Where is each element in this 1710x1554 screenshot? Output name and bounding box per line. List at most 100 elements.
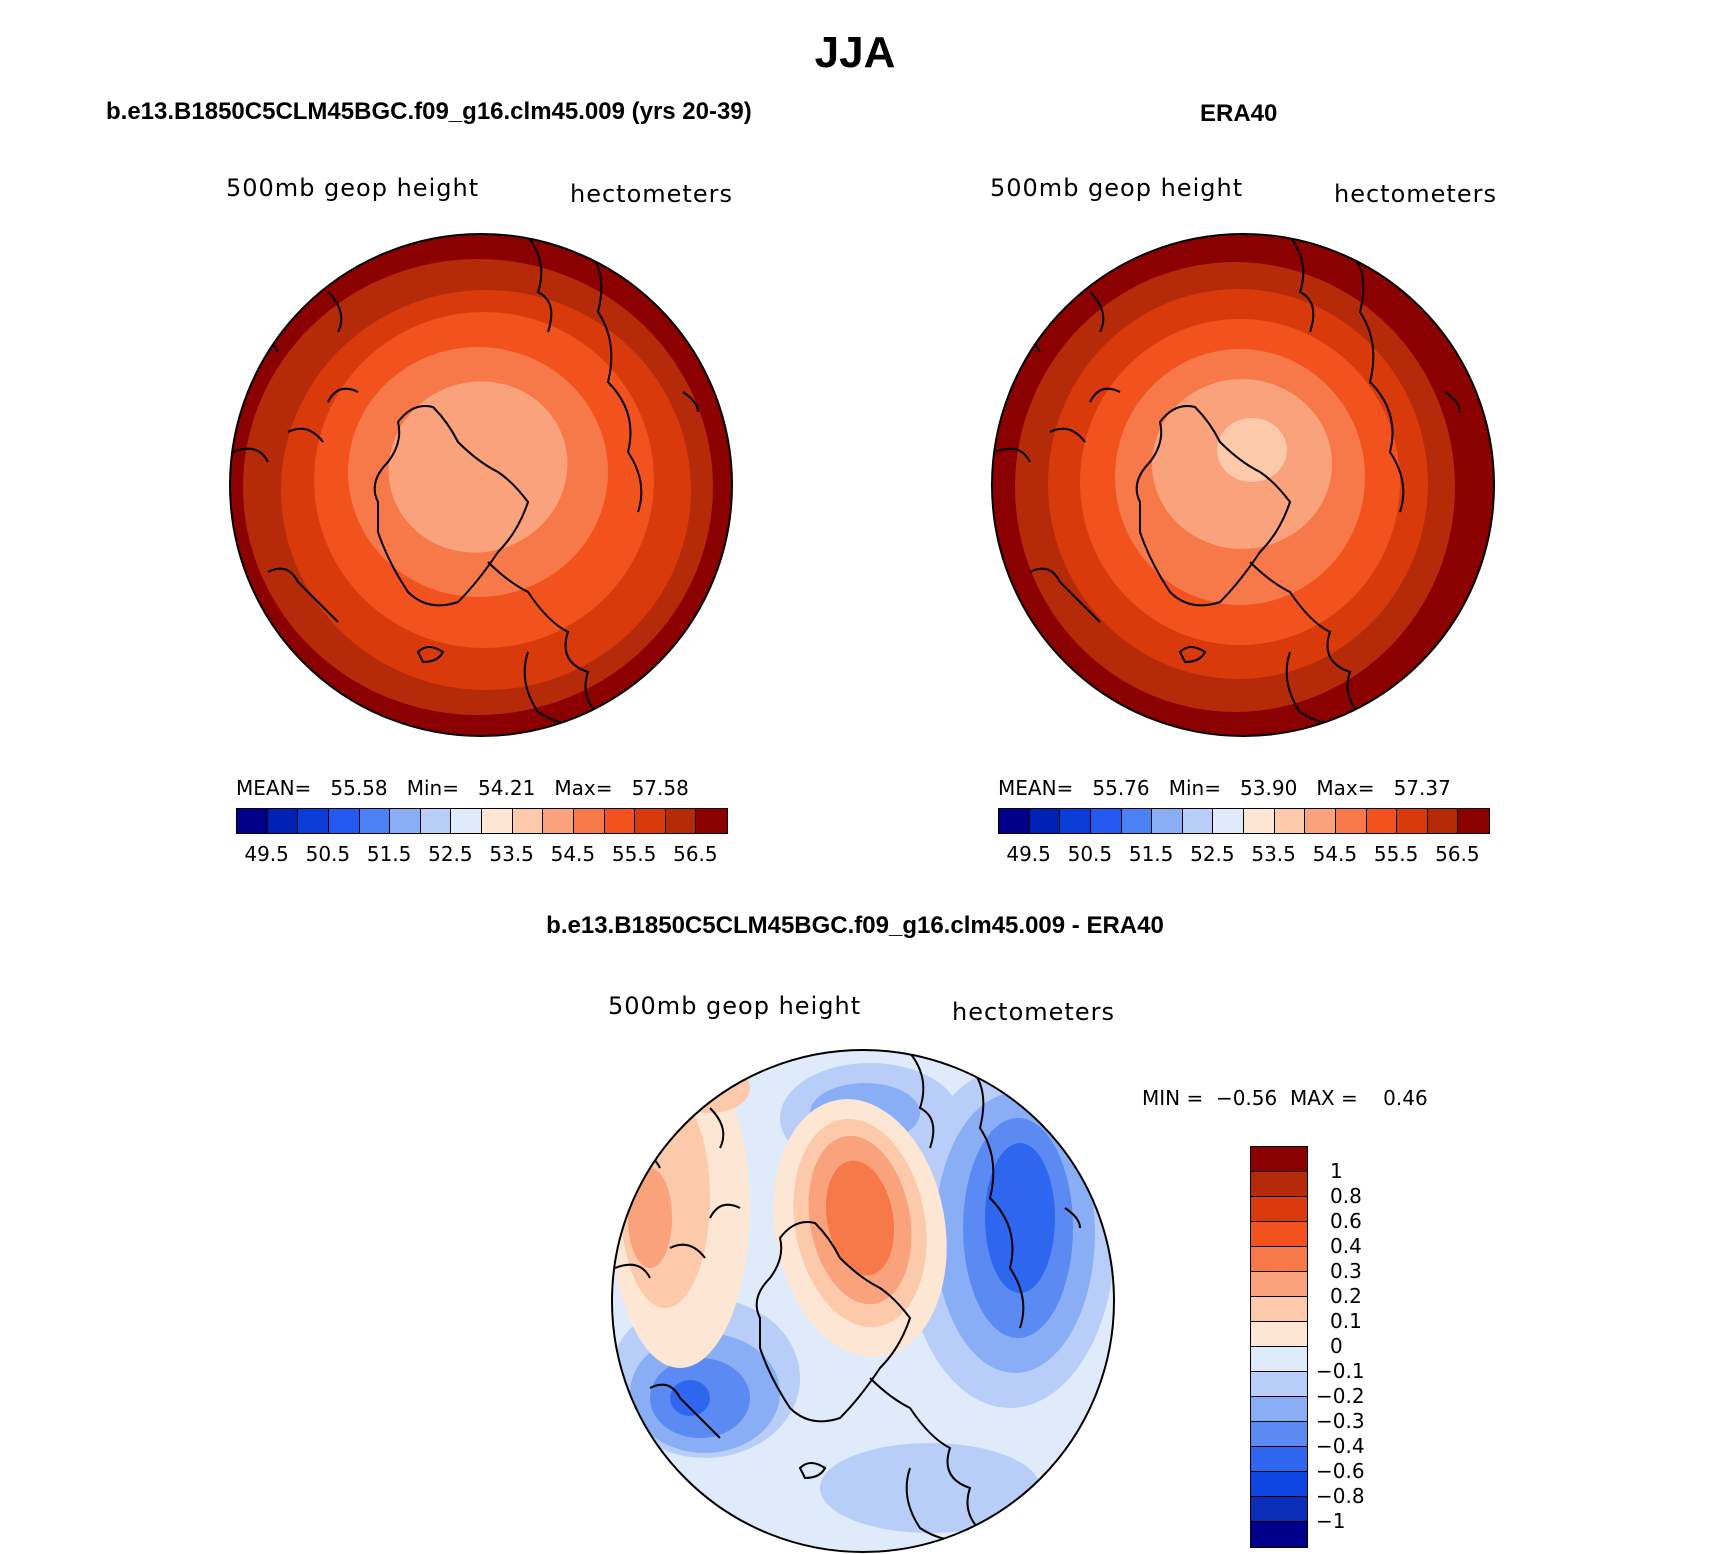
panel-model-units-label: hectometers	[570, 180, 733, 208]
coastlines	[614, 1052, 1081, 1543]
mean-label: MEAN=	[236, 776, 312, 800]
colorbar-box	[267, 809, 299, 833]
map-contour-fill	[388, 381, 568, 553]
panel-era-variable-label: 500mb geop height	[990, 174, 1244, 202]
colorbar-box	[1458, 809, 1489, 833]
max-label: Max=	[554, 776, 613, 800]
colorbar-box	[1152, 809, 1183, 833]
colorbar-box	[1251, 1297, 1307, 1322]
colorbar-box	[1305, 809, 1336, 833]
mean-value: 55.58	[330, 776, 388, 800]
model-colorbar-labels: 49.5 50.5 51.5 52.5 53.5 54.5 55.5 56.5	[236, 842, 726, 866]
colorbar-tick-label: 0.1	[1330, 1309, 1362, 1333]
panel-diff-stats: MIN = −0.56 MAX = 0.46	[1142, 1086, 1428, 1110]
max-value: 57.37	[1393, 776, 1451, 800]
map-contour-fill	[985, 1143, 1055, 1293]
mean-value: 55.76	[1092, 776, 1150, 800]
colorbar-tick-label: 56.5	[1435, 842, 1480, 866]
colorbar-box	[1251, 1447, 1307, 1472]
max-label: MAX =	[1289, 1086, 1358, 1110]
colorbar-box	[1251, 1397, 1307, 1422]
colorbar-box	[1366, 809, 1398, 833]
model-polar-map	[229, 233, 733, 737]
colorbar-box	[1060, 809, 1091, 833]
colorbar-box	[1251, 1372, 1307, 1397]
colorbar-box	[1251, 1347, 1307, 1372]
colorbar-tick-label: 53.5	[489, 842, 534, 866]
colorbar-tick-label: 0.4	[1330, 1234, 1362, 1258]
colorbar-tick-label: 56.5	[673, 842, 718, 866]
model-colorbar	[236, 808, 728, 834]
colorbar-box	[1182, 809, 1214, 833]
colorbar-box	[390, 809, 421, 833]
mean-label: MEAN=	[998, 776, 1074, 800]
colorbar-box	[1251, 1522, 1307, 1547]
panel-diff-variable-label: 500mb geop height	[608, 992, 862, 1020]
colorbar-box	[1029, 809, 1061, 833]
colorbar-box	[482, 809, 513, 833]
colorbar-box	[1251, 1272, 1307, 1297]
min-label: Min=	[1168, 776, 1221, 800]
colorbar-tick-label: 51.5	[366, 842, 412, 866]
max-value: 57.58	[631, 776, 689, 800]
colorbar-tick-label: 50.5	[1067, 842, 1113, 866]
colorbar-box	[237, 809, 268, 833]
colorbar-tick-label: 0.2	[1330, 1284, 1362, 1308]
colorbar-tick-label: 53.5	[1251, 842, 1296, 866]
panel-diff-units-label: hectometers	[952, 998, 1115, 1026]
colorbar-box	[298, 809, 329, 833]
colorbar-box	[1251, 1197, 1307, 1222]
map-contour-fill	[628, 1168, 672, 1268]
map-boundary	[229, 233, 733, 737]
map-contour-fill	[825, 1160, 895, 1276]
colorbar-box	[420, 809, 452, 833]
colorbar-box	[1427, 809, 1459, 833]
map-contour-fill	[670, 1063, 750, 1113]
max-label: Max=	[1316, 776, 1375, 800]
colorbar-box	[512, 809, 544, 833]
max-value: 0.46	[1383, 1086, 1428, 1110]
colorbar-box	[1251, 1147, 1307, 1172]
colorbar-tick-label: −0.1	[1316, 1359, 1365, 1383]
colorbar-box	[1251, 1472, 1307, 1497]
colorbar-tick-label: −0.6	[1316, 1459, 1365, 1483]
colorbar-tick-label: 54.5	[1312, 842, 1358, 866]
colorbar-box	[635, 809, 666, 833]
era-colorbar	[998, 808, 1490, 834]
colorbar-tick-label: 49.5	[244, 842, 289, 866]
colorbar-tick-label: 55.5	[611, 842, 657, 866]
colorbar-tick-label: 0	[1330, 1334, 1343, 1358]
colorbar-tick-label: 1	[1330, 1159, 1343, 1183]
colorbar-tick-label: −0.8	[1316, 1484, 1365, 1508]
colorbar-box	[1274, 809, 1306, 833]
colorbar-box	[999, 809, 1030, 833]
map-contour-fill	[670, 1380, 710, 1416]
panel-era-units-label: hectometers	[1334, 180, 1497, 208]
colorbar-tick-label: −0.4	[1316, 1434, 1365, 1458]
colorbar-box	[1251, 1222, 1307, 1247]
colorbar-box	[1251, 1172, 1307, 1197]
colorbar-box	[1251, 1497, 1307, 1522]
panel-model-variable-label: 500mb geop height	[226, 174, 480, 202]
min-value: 53.90	[1240, 776, 1298, 800]
colorbar-box	[1397, 809, 1428, 833]
difference-polar-map	[611, 1049, 1115, 1553]
figure-title: JJA	[814, 28, 896, 77]
colorbar-box	[1121, 809, 1153, 833]
colorbar-box	[1213, 809, 1244, 833]
map-contour-fill	[820, 1443, 1040, 1533]
colorbar-tick-label: −0.2	[1316, 1384, 1365, 1408]
panel-model-title: b.e13.B1850C5CLM45BGC.f09_g16.clm45.009 …	[106, 98, 752, 125]
colorbar-tick-label: 49.5	[1006, 842, 1051, 866]
colorbar-box	[328, 809, 360, 833]
colorbar-tick-label: 55.5	[1373, 842, 1419, 866]
colorbar-box	[696, 809, 727, 833]
min-value: 54.21	[478, 776, 536, 800]
min-label: Min=	[406, 776, 459, 800]
colorbar-tick-label: 52.5	[1190, 842, 1235, 866]
map-boundary	[991, 233, 1495, 737]
era-colorbar-labels: 49.5 50.5 51.5 52.5 53.5 54.5 55.5 56.5	[998, 842, 1488, 866]
colorbar-box	[1335, 809, 1367, 833]
panel-model-stats: MEAN= 55.58 Min= 54.21 Max= 57.58	[236, 776, 689, 800]
colorbar-box	[573, 809, 605, 833]
